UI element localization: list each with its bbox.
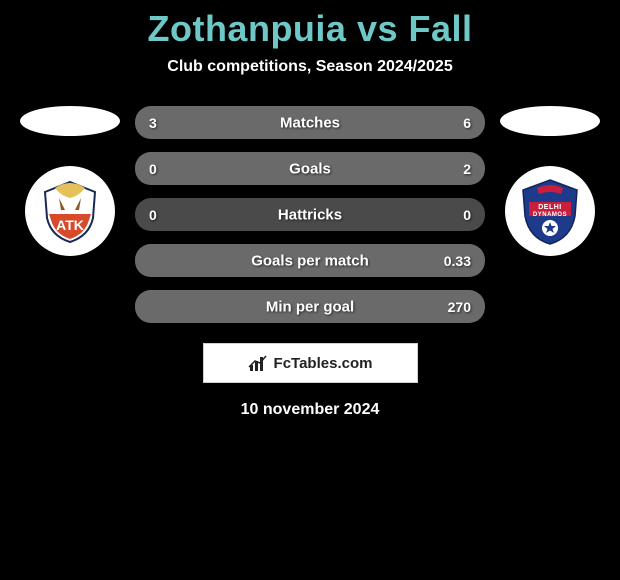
stat-right-value: 0 bbox=[463, 207, 471, 223]
stat-left-value: 0 bbox=[149, 161, 157, 177]
page-title: Zothanpuia vs Fall bbox=[147, 8, 472, 50]
subtitle: Club competitions, Season 2024/2025 bbox=[167, 58, 452, 76]
stats-column: 3 Matches 6 0 Goals 2 0 Hattricks 0 bbox=[135, 106, 485, 323]
stat-label: Goals bbox=[289, 160, 331, 177]
stat-right-value: 6 bbox=[463, 115, 471, 131]
date-label: 10 november 2024 bbox=[241, 401, 380, 419]
stat-right-value: 2 bbox=[463, 161, 471, 177]
stat-bar-hattricks: 0 Hattricks 0 bbox=[135, 198, 485, 231]
stat-right-value: 0.33 bbox=[444, 253, 471, 269]
left-player-avatar-placeholder bbox=[20, 106, 120, 136]
bar-chart-icon bbox=[248, 353, 268, 373]
stat-bar-min-per-goal: Min per goal 270 bbox=[135, 290, 485, 323]
stat-bar-goals-per-match: Goals per match 0.33 bbox=[135, 244, 485, 277]
atk-crest-icon: ATK bbox=[35, 176, 105, 246]
comparison-card: Zothanpuia vs Fall Club competitions, Se… bbox=[0, 0, 620, 419]
brand-box[interactable]: FcTables.com bbox=[203, 343, 418, 383]
content-row: ATK 3 Matches 6 0 Goals 2 bbox=[0, 106, 620, 323]
left-side-column: ATK bbox=[15, 106, 125, 256]
stat-label: Goals per match bbox=[251, 252, 369, 269]
stat-left-value: 3 bbox=[149, 115, 157, 131]
stat-left-value: 0 bbox=[149, 207, 157, 223]
svg-text:DYNAMOS: DYNAMOS bbox=[533, 212, 567, 218]
right-club-badge: DELHI DYNAMOS bbox=[505, 166, 595, 256]
right-player-avatar-placeholder bbox=[500, 106, 600, 136]
delhi-dynamos-crest-icon: DELHI DYNAMOS bbox=[515, 176, 585, 246]
stat-label: Min per goal bbox=[266, 298, 354, 315]
svg-text:DELHI: DELHI bbox=[538, 204, 562, 211]
right-side-column: DELHI DYNAMOS bbox=[495, 106, 605, 256]
svg-text:ATK: ATK bbox=[56, 217, 84, 233]
stat-bar-goals: 0 Goals 2 bbox=[135, 152, 485, 185]
stat-label: Matches bbox=[280, 114, 340, 131]
brand-label: FcTables.com bbox=[274, 355, 373, 372]
stat-label: Hattricks bbox=[278, 206, 342, 223]
stat-bar-matches: 3 Matches 6 bbox=[135, 106, 485, 139]
stat-right-value: 270 bbox=[448, 299, 471, 315]
left-club-badge: ATK bbox=[25, 166, 115, 256]
